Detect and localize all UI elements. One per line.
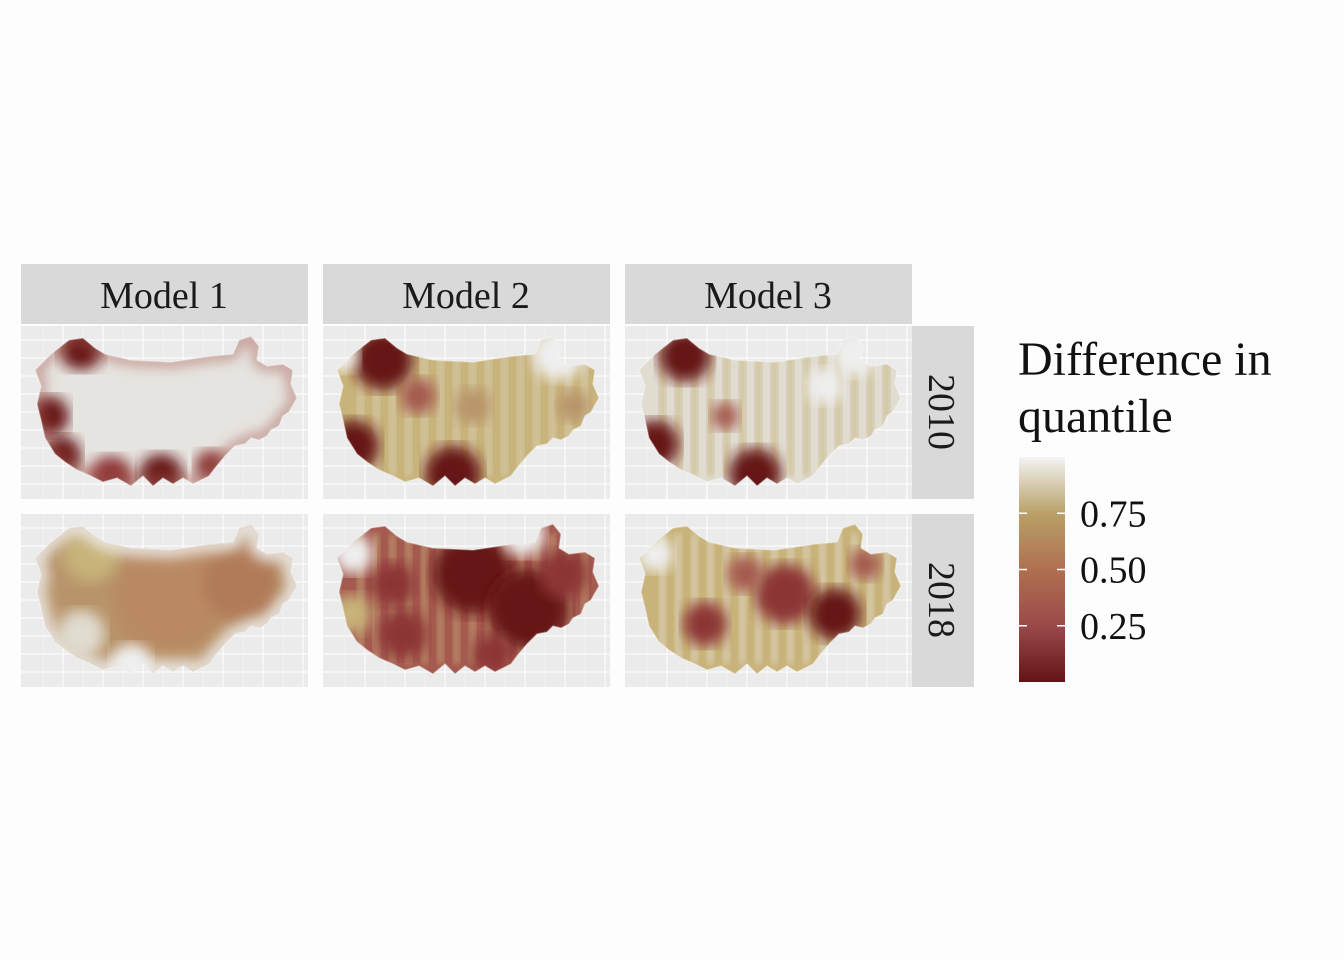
strip-label-model-1: Model 1: [100, 275, 228, 317]
legend-tick-label: 0.50: [1080, 550, 1147, 592]
map-panel-model-2-2018: [323, 514, 610, 687]
map-panel-model-2-2010: [323, 326, 610, 499]
map-panel-model-1-2010: [21, 326, 308, 499]
column-strips: Model 1 Model 2 Model 3: [21, 264, 912, 324]
legend-title-line-2: quantile: [1018, 390, 1173, 443]
row-strips: 2010 2018: [912, 326, 974, 687]
strip-model-2: Model 2: [323, 264, 610, 324]
legend-tick-label: 0.75: [1080, 493, 1147, 535]
map-panel-model-3-2010: [625, 326, 912, 499]
strip-2018: 2018: [912, 514, 974, 687]
strip-label-model-2: Model 2: [402, 275, 530, 317]
legend-title-line-1: Difference in: [1018, 333, 1272, 386]
map-panel-model-1-2018: [21, 514, 308, 687]
color-legend: Difference in quantile 0.75 0.50 0.25: [1018, 333, 1272, 682]
strip-label-2010: 2010: [920, 374, 962, 450]
legend-ticks: 0.75 0.50 0.25: [1019, 493, 1147, 648]
strip-model-3: Model 3: [625, 264, 912, 324]
map-panels: [21, 326, 912, 687]
strip-label-2018: 2018: [920, 562, 962, 638]
strip-label-model-3: Model 3: [704, 275, 832, 317]
map-panel-model-3-2018: [625, 514, 912, 687]
legend-tick-label: 0.25: [1080, 606, 1147, 648]
strip-model-1: Model 1: [21, 264, 308, 324]
strip-2010: 2010: [912, 326, 974, 499]
